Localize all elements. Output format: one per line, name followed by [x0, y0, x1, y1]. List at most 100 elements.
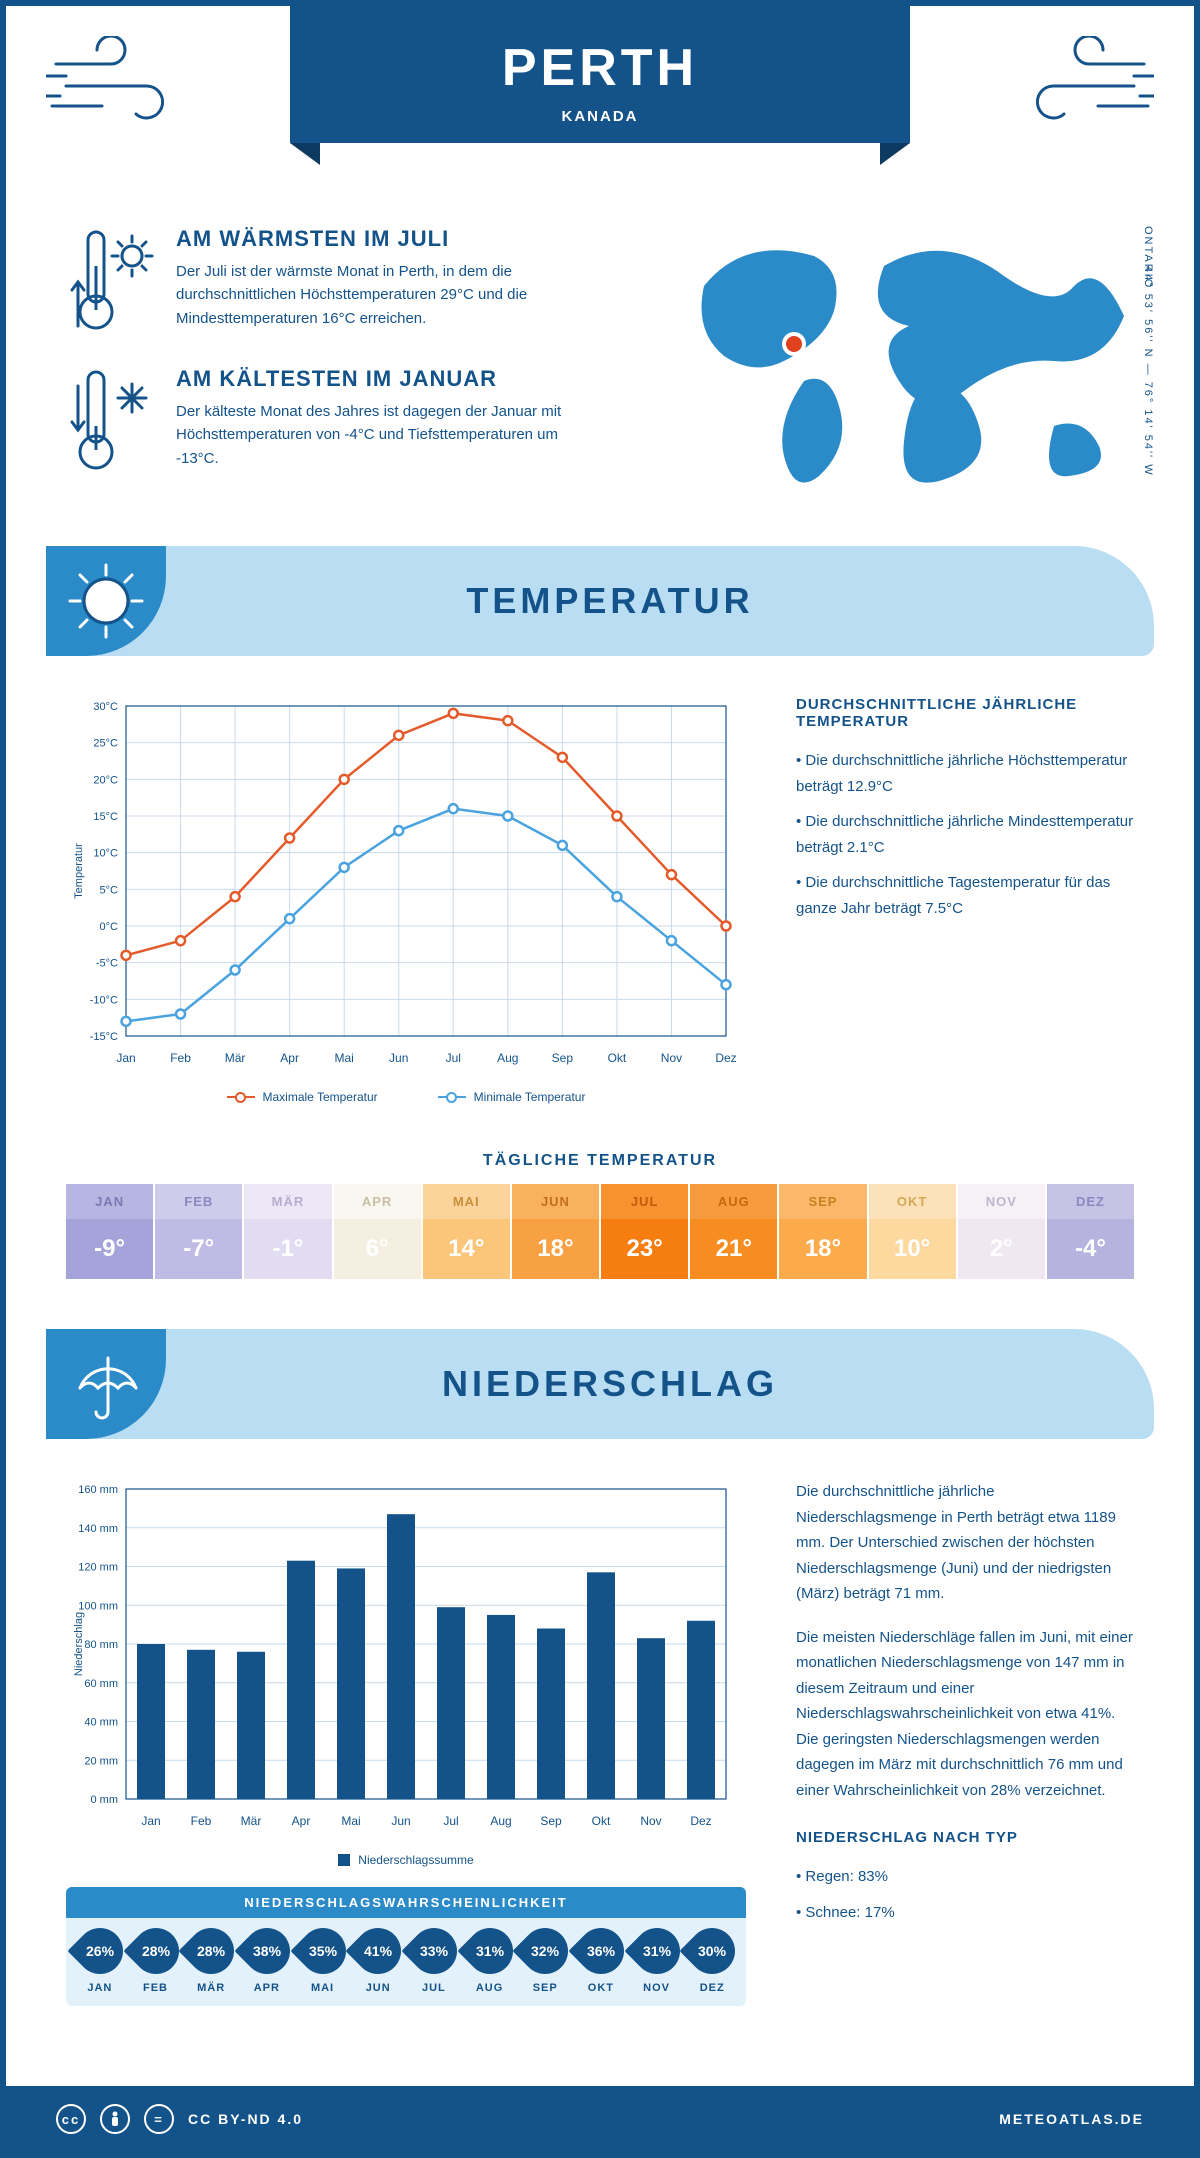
svg-text:20°C: 20°C: [93, 774, 118, 786]
svg-text:Feb: Feb: [191, 1814, 212, 1828]
temperature-legend: .legend-swatch[style*='e35b2a']::after{b…: [66, 1090, 746, 1104]
temperature-side-text: DURCHSCHNITTLICHE JÄHRLICHE TEMPERATUR •…: [796, 696, 1134, 1104]
world-map-block: ONTARIO 44° 53' 56'' N — 76° 14' 54'' W: [674, 226, 1134, 506]
svg-text:Jan: Jan: [116, 1051, 135, 1065]
raindrop-icon: 36%: [568, 1918, 633, 1983]
intro-text-column: AM WÄRMSTEN IM JULI Der Juli ist der wär…: [66, 226, 634, 506]
svg-text:Nov: Nov: [661, 1051, 682, 1065]
daily-temp-cell: NOV2°: [958, 1184, 1047, 1279]
precip-legend: Niederschlagssumme: [66, 1853, 746, 1867]
precip-prob-cell: 26%JAN: [72, 1928, 128, 2002]
raindrop-icon: 26%: [67, 1918, 132, 1983]
coldest-block: AM KÄLTESTEN IM JANUAR Der kälteste Mona…: [66, 366, 634, 476]
svg-text:Mai: Mai: [341, 1814, 360, 1828]
precip-chart-row: 0 mm20 mm40 mm60 mm80 mm100 mm120 mm140 …: [6, 1469, 1194, 2036]
svg-text:0 mm: 0 mm: [91, 1794, 119, 1806]
precip-section-banner: NIEDERSCHLAG: [46, 1329, 1154, 1439]
footer: cc = CC BY-ND 4.0 METEOATLAS.DE: [6, 2086, 1194, 2152]
precip-type-heading: NIEDERSCHLAG NACH TYP: [796, 1829, 1134, 1846]
license-label: CC BY-ND 4.0: [188, 2111, 303, 2127]
svg-text:Mai: Mai: [335, 1051, 354, 1065]
temp-bullet: • Die durchschnittliche jährliche Mindes…: [796, 809, 1134, 860]
intro-section: AM WÄRMSTEN IM JULI Der Juli ist der wär…: [6, 226, 1194, 546]
daily-temp-cell: JUL23°: [601, 1184, 690, 1279]
coldest-title: AM KÄLTESTEN IM JANUAR: [176, 366, 596, 392]
svg-text:-15°C: -15°C: [90, 1031, 118, 1043]
svg-text:Dez: Dez: [690, 1814, 711, 1828]
raindrop-icon: 38%: [234, 1918, 299, 1983]
svg-text:Jan: Jan: [141, 1814, 160, 1828]
coldest-text: Der kälteste Monat des Jahres ist dagege…: [176, 400, 596, 470]
precip-prob-cell: 30%DEZ: [684, 1928, 740, 2002]
svg-text:60 mm: 60 mm: [84, 1678, 118, 1690]
legend-min-label: Minimale Temperatur: [474, 1090, 586, 1104]
precip-prob-heading: NIEDERSCHLAGSWAHRSCHEINLICHKEIT: [66, 1887, 746, 1918]
legend-max-label: Maximale Temperatur: [263, 1090, 378, 1104]
svg-text:Jun: Jun: [389, 1051, 408, 1065]
infographic-frame: PERTH KANADA: [0, 0, 1200, 2158]
country-subtitle: KANADA: [290, 108, 910, 125]
svg-text:Dez: Dez: [715, 1051, 736, 1065]
daily-temp-cell: APR6°: [334, 1184, 423, 1279]
temperature-chart-row: -15°C-10°C-5°C0°C5°C10°C15°C20°C25°C30°C…: [6, 686, 1194, 1134]
daily-temp-cell: SEP18°: [779, 1184, 868, 1279]
precip-prob-cell: 31%AUG: [462, 1928, 518, 2002]
precip-bar-chart: 0 mm20 mm40 mm60 mm80 mm100 mm120 mm140 …: [66, 1479, 746, 1839]
svg-text:Temperatur: Temperatur: [73, 843, 85, 899]
precip-prob-cell: 38%APR: [239, 1928, 295, 2002]
svg-text:Sep: Sep: [552, 1051, 574, 1065]
precip-legend-label: Niederschlagssumme: [358, 1853, 473, 1867]
temperature-line-chart: -15°C-10°C-5°C0°C5°C10°C15°C20°C25°C30°C…: [66, 696, 746, 1076]
precip-prob-cell: 32%SEP: [517, 1928, 573, 2002]
svg-text:10°C: 10°C: [93, 848, 118, 860]
daily-temp-cell: DEZ-4°: [1047, 1184, 1134, 1279]
svg-text:100 mm: 100 mm: [78, 1600, 118, 1612]
wind-icon: [46, 36, 176, 136]
svg-text:Sep: Sep: [540, 1814, 562, 1828]
precip-prob-cell: 28%FEB: [128, 1928, 184, 2002]
daily-temp-cell: JAN-9°: [66, 1184, 155, 1279]
daily-temp-cell: FEB-7°: [155, 1184, 244, 1279]
precip-prob-cell: 28%MÄR: [183, 1928, 239, 2002]
svg-text:Okt: Okt: [592, 1814, 611, 1828]
thermometer-snow-icon: [66, 366, 156, 476]
nd-icon: =: [144, 2104, 174, 2134]
cc-icon: cc: [56, 2104, 86, 2134]
temp-bullet: • Die durchschnittliche jährliche Höchst…: [796, 748, 1134, 799]
svg-text:40 mm: 40 mm: [84, 1717, 118, 1729]
svg-text:0°C: 0°C: [100, 921, 119, 933]
warmest-title: AM WÄRMSTEN IM JULI: [176, 226, 596, 252]
svg-text:25°C: 25°C: [93, 738, 118, 750]
daily-temp-cell: JUN18°: [512, 1184, 601, 1279]
precip-prob-cell: 41%JUN: [350, 1928, 406, 2002]
header: PERTH KANADA: [6, 6, 1194, 226]
temp-bullet: • Die durchschnittliche Tagestemperatur …: [796, 870, 1134, 921]
svg-text:Apr: Apr: [280, 1051, 299, 1065]
precip-probability-box: NIEDERSCHLAGSWAHRSCHEINLICHKEIT 26%JAN28…: [66, 1887, 746, 2006]
temperature-heading: TEMPERATUR: [166, 580, 1154, 622]
svg-text:-5°C: -5°C: [96, 958, 118, 970]
temp-side-heading: DURCHSCHNITTLICHE JÄHRLICHE TEMPERATUR: [796, 696, 1134, 730]
site-label: METEOATLAS.DE: [999, 2111, 1144, 2127]
raindrop-icon: 30%: [680, 1918, 745, 1983]
precip-heading: NIEDERSCHLAG: [166, 1363, 1154, 1405]
svg-text:Jul: Jul: [446, 1051, 461, 1065]
svg-text:Nov: Nov: [640, 1814, 661, 1828]
svg-text:Aug: Aug: [497, 1051, 518, 1065]
precip-prob-cell: 36%OKT: [573, 1928, 629, 2002]
sun-icon: [46, 546, 166, 656]
city-title: PERTH: [290, 38, 910, 98]
svg-text:Jul: Jul: [443, 1814, 458, 1828]
daily-temp-title: TÄGLICHE TEMPERATUR: [6, 1152, 1194, 1170]
precip-prob-cell: 31%NOV: [629, 1928, 685, 2002]
svg-text:160 mm: 160 mm: [78, 1484, 118, 1496]
precip-prob-cell: 33%JUL: [406, 1928, 462, 2002]
svg-text:Mär: Mär: [225, 1051, 246, 1065]
svg-text:Niederschlag: Niederschlag: [73, 1612, 85, 1676]
svg-text:Feb: Feb: [170, 1051, 191, 1065]
precip-prob-cell: 35%MAI: [295, 1928, 351, 2002]
svg-text:Jun: Jun: [391, 1814, 410, 1828]
by-icon: [100, 2104, 130, 2134]
svg-text:20 mm: 20 mm: [84, 1755, 118, 1767]
svg-text:-10°C: -10°C: [90, 994, 118, 1006]
